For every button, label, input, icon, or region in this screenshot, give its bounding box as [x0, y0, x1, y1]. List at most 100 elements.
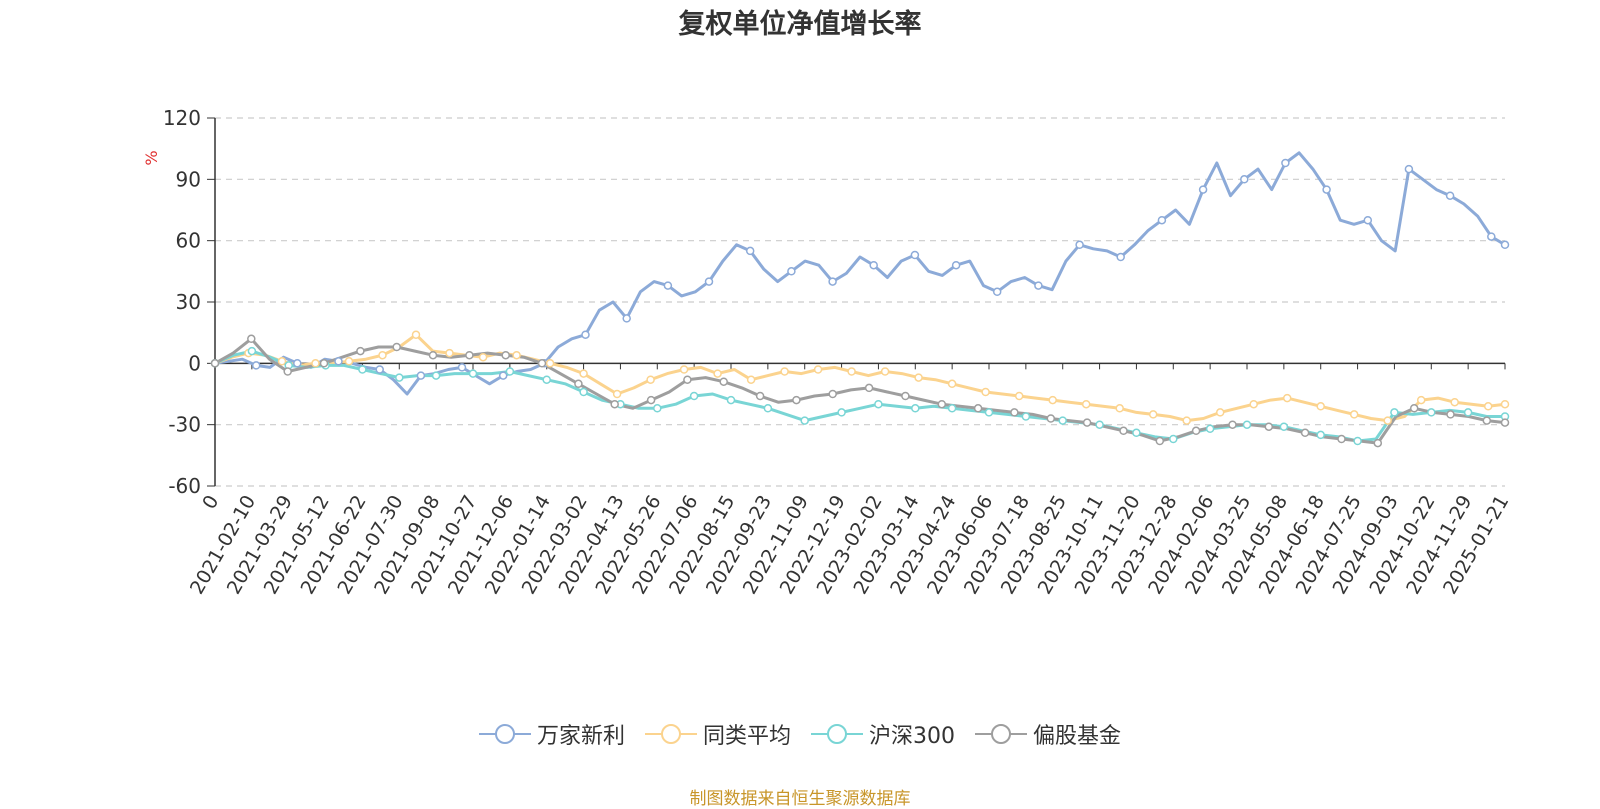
grid	[215, 117, 1505, 487]
data-point	[679, 365, 689, 374]
y-tick-label: 90	[176, 167, 201, 191]
data-point	[1215, 408, 1225, 417]
data-point	[1264, 422, 1274, 431]
data-point	[251, 361, 261, 370]
data-point	[726, 395, 736, 405]
data-point	[1116, 252, 1125, 262]
data-point	[1322, 185, 1331, 194]
data-point	[1500, 418, 1510, 427]
data-point	[431, 371, 441, 380]
data-point	[1487, 232, 1496, 241]
data-point	[319, 359, 329, 368]
data-point	[947, 379, 957, 389]
axes: -60-30030609012002021-02-102021-03-29202…	[163, 106, 1514, 598]
data-point	[1010, 408, 1019, 417]
data-point	[1240, 175, 1249, 184]
data-point	[1390, 408, 1399, 417]
data-point	[847, 367, 856, 376]
data-point	[344, 357, 354, 366]
data-point	[1446, 410, 1455, 419]
legend-line-circle-icon	[975, 724, 1027, 744]
data-point	[1169, 434, 1178, 444]
data-point	[1363, 215, 1373, 225]
data-point	[689, 391, 699, 401]
data-point	[428, 350, 438, 360]
data-point	[542, 375, 551, 384]
data-point	[787, 267, 796, 276]
data-point	[813, 365, 823, 374]
data-point	[1373, 438, 1383, 448]
legend-item-wanjia[interactable]: 万家新利	[478, 718, 625, 750]
legend-item-csi300[interactable]: 沪深300	[811, 718, 955, 750]
legend-label: 万家新利	[536, 724, 625, 749]
data-point	[663, 281, 673, 290]
data-point	[612, 389, 622, 399]
data-point	[1427, 408, 1436, 417]
data-point	[1349, 410, 1359, 419]
data-point	[283, 367, 292, 376]
data-point	[334, 357, 343, 366]
data-point	[869, 260, 878, 270]
data-point	[1300, 428, 1310, 438]
data-point	[763, 404, 773, 413]
data-point	[358, 365, 367, 374]
data-point	[1279, 422, 1289, 431]
data-point	[1046, 414, 1056, 423]
y-tick-label: 30	[176, 290, 201, 314]
data-point	[745, 246, 755, 256]
data-point	[375, 365, 384, 374]
data-point	[828, 389, 837, 399]
data-point	[1058, 416, 1067, 425]
data-point	[1115, 404, 1124, 413]
data-point	[1482, 416, 1492, 425]
data-point	[1416, 395, 1426, 405]
data-point	[1445, 191, 1455, 200]
data-point	[247, 346, 257, 356]
series-line-0	[214, 151, 1506, 396]
data-point	[1095, 420, 1104, 429]
data-point	[610, 399, 619, 409]
data-point	[1409, 404, 1419, 413]
data-point	[1182, 416, 1191, 425]
data-point	[545, 359, 555, 368]
y-tick-label: 0	[188, 351, 201, 375]
data-point	[311, 359, 320, 368]
data-point	[478, 352, 488, 362]
data-point	[864, 383, 874, 393]
data-point	[1450, 397, 1459, 407]
data-point	[746, 375, 756, 384]
data-point	[1081, 399, 1091, 409]
data-point	[1404, 164, 1414, 174]
data-point	[1014, 391, 1024, 401]
data-point	[683, 375, 692, 384]
legend-item-equity-fund[interactable]: 偏股基金	[975, 718, 1121, 750]
y-tick-label: -60	[168, 474, 201, 498]
data-point	[646, 375, 655, 384]
data-point	[828, 277, 837, 286]
data-point	[378, 350, 387, 360]
data-point	[1021, 412, 1031, 421]
data-point	[646, 395, 656, 405]
data-point	[392, 342, 401, 352]
data-point	[1282, 393, 1292, 403]
data-point	[1316, 430, 1325, 440]
data-point	[1500, 399, 1510, 409]
data-point	[792, 395, 801, 405]
data-point	[951, 260, 961, 270]
data-point	[445, 348, 454, 358]
data-point	[713, 369, 722, 378]
data-point	[973, 404, 983, 413]
y-tick-label: 60	[176, 229, 201, 253]
data-point	[1034, 281, 1043, 290]
data-point	[1048, 395, 1057, 405]
data-point	[581, 330, 590, 339]
legend-item-peer-average[interactable]: 同类平均	[644, 718, 791, 750]
legend: 万家新利 同类平均 沪深300 偏股基金	[0, 718, 1600, 750]
data-point	[1353, 436, 1362, 446]
data-point	[457, 363, 467, 372]
data-point	[1383, 416, 1392, 425]
legend-line-circle-icon	[811, 724, 863, 744]
legend-line-circle-icon	[478, 724, 531, 744]
data-point	[947, 404, 957, 413]
